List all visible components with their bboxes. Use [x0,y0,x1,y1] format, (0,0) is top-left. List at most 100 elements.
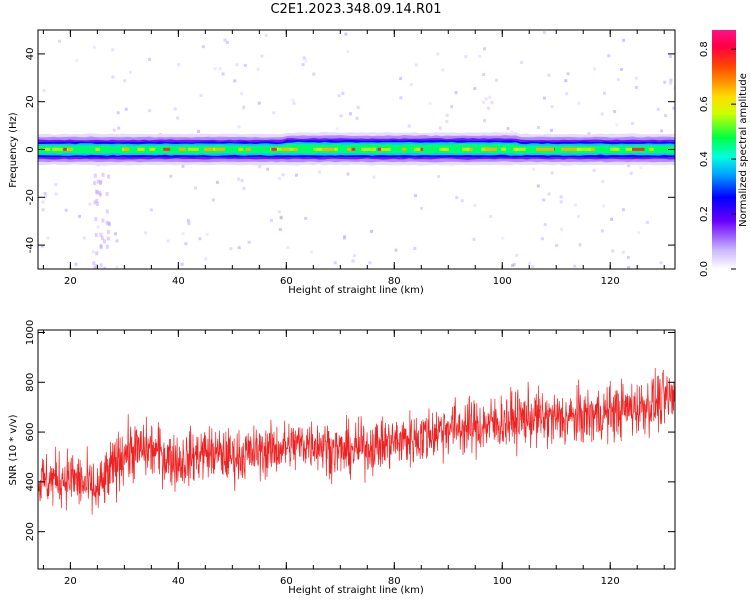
heatmap-speckle [473,87,477,91]
heatmap-speckle [399,96,403,100]
heatmap-speckle [149,208,153,212]
heatmap-hotspot [500,147,507,151]
heatmap-speckle [454,91,458,95]
heatmap-speckle [615,123,619,127]
heatmap-speckle [103,239,107,244]
heatmap-hotspot [187,147,199,151]
heatmap-speckle [501,236,505,240]
heatmap-hotspot [413,147,420,151]
heatmap-speckle [99,245,103,250]
heatmap-speckle [607,54,611,58]
heatmap-speckle [593,67,597,71]
heatmap-speckle [187,221,191,225]
heatmap-ticks: 20 40 60 80 100 120 -40 -20 0 20 40 [25,30,675,287]
heatmap-speckle [101,218,105,223]
heatmap-speckle [213,67,217,71]
heatmap-speckle [484,97,488,101]
heatmap-speckle [339,114,343,118]
heatmap-speckle [94,263,98,268]
heatmap-speckle [211,198,215,202]
heatmap-y-tick-label: -20 [25,189,36,205]
heatmap-speckle [639,166,643,170]
heatmap-speckle [478,54,482,58]
heatmap-speckle [264,33,268,37]
heatmap-speckle [333,261,337,265]
snr-x-tick-label: 80 [388,576,401,587]
heatmap-speckle [472,237,476,241]
heatmap-speckle [225,40,229,44]
heatmap-speckle [495,78,499,82]
heatmap-speckle [528,261,532,265]
heatmap-speckle [394,248,398,252]
heatmap-speckle [540,237,544,241]
heatmap-speckle [515,253,519,257]
heatmap-speckle [368,261,372,265]
heatmap-speckle [414,194,418,198]
heatmap-speckle [578,243,582,247]
heatmap-speckle [256,67,260,71]
heatmap-x-axis-label: Height of straight line (km) [288,285,424,296]
heatmap-speckle [98,180,102,185]
heatmap-speckle [543,223,547,227]
heatmap-hotspot [123,147,130,151]
heatmap-hotspot [584,147,594,151]
colorbar-tick-label: 0.0 [699,261,710,277]
heatmap-speckle [99,232,103,237]
heatmap-speckle [99,243,103,248]
heatmap-speckle [302,56,306,60]
heatmap-speckle [98,192,102,197]
heatmap-speckle [613,110,617,114]
heatmap-speckle [46,236,50,240]
heatmap-hotspot [212,147,217,151]
snr-y-tick-label: 1000 [25,320,36,345]
heatmap-speckle [107,222,111,227]
colorbar-tick-label: 0.8 [699,41,710,57]
figure-title: C2E1.2023.348.09.14.R01 [270,2,442,17]
heatmap-speckle [438,126,442,130]
heatmap-speckle [602,91,606,95]
snr-y-tick-label: 800 [25,373,36,392]
heatmap-speckle [94,232,98,237]
heatmap-speckle [242,105,246,109]
heatmap-speckle [437,175,441,179]
heatmap-hotspot [320,147,329,151]
heatmap-speckle [218,67,222,71]
heatmap-speckle [428,101,432,105]
heatmap-speckle [413,246,417,250]
heatmap-speckle [436,52,440,56]
heatmap-hotspot [281,147,291,151]
heatmap-speckle [407,124,411,128]
snr-y-axis-label: SNR (10 * v/v) [8,414,19,485]
heatmap-speckle [258,165,262,169]
heatmap-speckle [663,80,667,84]
heatmap-y-tick-label: 0 [25,146,36,152]
heatmap-speckle [622,38,626,42]
heatmap-hotspot [625,147,633,151]
heatmap-speckle [490,101,494,105]
heatmap-hotspot [44,147,51,151]
heatmap-speckle [281,173,285,177]
heatmap-speckle [601,204,605,208]
heatmap-speckle [272,111,276,115]
heatmap-speckle [64,208,68,212]
heatmap-speckle [78,215,82,219]
heatmap-speckle [441,68,445,72]
heatmap-hotspot [561,147,572,151]
heatmap-speckle [75,58,79,62]
heatmap-speckle [445,113,449,117]
heatmap-speckle [243,63,247,67]
heatmap-speckle [177,63,181,67]
heatmap-speckle [54,192,58,196]
heatmap-y-axis-label: Frequency (Hz) [8,112,19,188]
heatmap-speckle [587,132,591,136]
heatmap-speckle [547,192,551,196]
heatmap-speckle [455,196,459,200]
heatmap-speckle [193,186,197,190]
heatmap-hotspot [313,147,322,151]
heatmap-speckle [105,244,109,249]
heatmap-hotspot [163,147,171,151]
heatmap-speckle [577,101,581,105]
heatmap-speckle [278,228,282,232]
heatmap-speckle [223,38,227,42]
